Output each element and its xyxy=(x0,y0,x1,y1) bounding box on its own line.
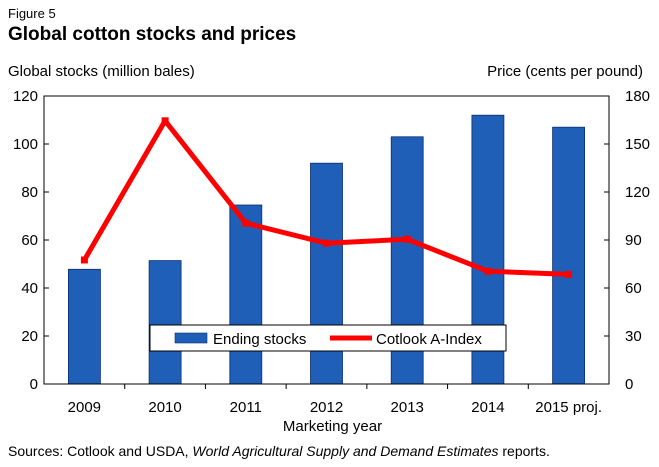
y-right-tick-label: 180 xyxy=(625,88,650,105)
cotlook-point xyxy=(565,270,573,278)
x-axis-label: Marketing year xyxy=(282,418,383,435)
cotlook-point xyxy=(403,235,411,243)
y-axis-right-label: Price (cents per pound) xyxy=(487,63,643,80)
y-right-tick-label: 30 xyxy=(625,328,642,345)
legend: Ending stocks Cotlook A-Index xyxy=(149,324,507,352)
x-tick-label: 2014 xyxy=(471,399,504,416)
y-left-tick-label: 20 xyxy=(21,328,38,345)
cotlook-point xyxy=(80,256,88,264)
y-axis-left-label: Global stocks (million bales) xyxy=(8,63,195,80)
cotlook-point xyxy=(161,117,169,125)
figure-label: Figure 5 xyxy=(8,6,56,21)
y-right-tick-label: 120 xyxy=(625,184,650,201)
x-tick-label: 2015 proj. xyxy=(535,399,602,416)
y-right-tick-label: 0 xyxy=(625,376,633,393)
cotlook-point xyxy=(242,219,250,227)
y-right-tick-label: 60 xyxy=(625,280,642,297)
y-left-tick-label: 0 xyxy=(30,376,38,393)
legend-swatch-ending-stocks xyxy=(174,332,208,344)
source-note: Sources: Cotlook and USDA, World Agricul… xyxy=(8,443,550,459)
y-left-tick-label: 120 xyxy=(13,88,38,105)
y-left-tick-label: 100 xyxy=(13,136,38,153)
x-tick-label: 2012 xyxy=(310,399,343,416)
bar-2010 xyxy=(148,260,182,385)
y-right-tick-label: 150 xyxy=(625,136,650,153)
y-right-tick-label: 90 xyxy=(625,232,642,249)
bar-2011 xyxy=(229,204,263,385)
x-tick-label: 2013 xyxy=(391,399,424,416)
x-tick-label: 2010 xyxy=(148,399,181,416)
cotlook-point xyxy=(484,267,492,275)
chart-title: Global cotton stocks and prices xyxy=(8,24,297,45)
bar-2009 xyxy=(68,268,101,385)
x-tick-label: 2011 xyxy=(230,399,262,416)
y-left-tick-label: 60 xyxy=(21,232,38,249)
legend-box xyxy=(149,324,507,352)
legend-label-ending-stocks: Ending stocks xyxy=(213,331,306,348)
cotlook-point xyxy=(323,239,330,247)
y-left-tick-label: 80 xyxy=(21,184,38,201)
bar-2015-proj- xyxy=(552,126,585,385)
legend-label-cotlook: Cotlook A-Index xyxy=(376,331,482,348)
y-left-tick-label: 40 xyxy=(21,280,38,297)
x-tick-label: 2009 xyxy=(68,399,101,416)
